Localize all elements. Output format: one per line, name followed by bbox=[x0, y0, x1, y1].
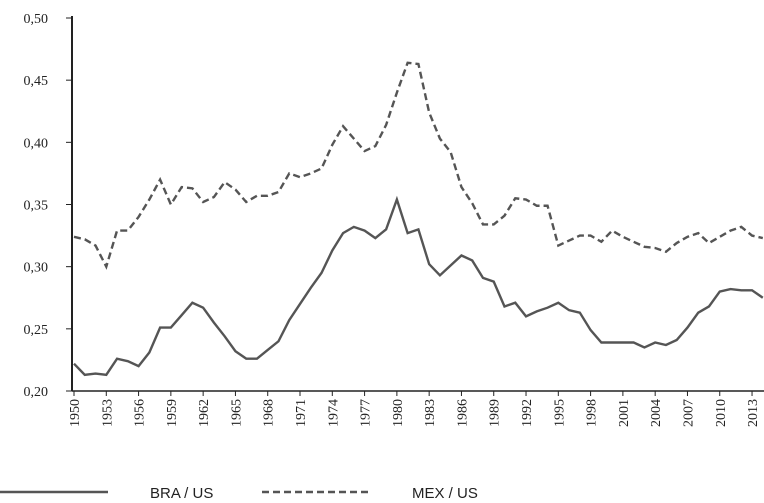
x-tick-label: 1998 bbox=[585, 399, 600, 427]
x-tick-label: 1986 bbox=[455, 399, 470, 427]
x-tick-label: 1968 bbox=[262, 399, 277, 427]
y-tick-label: 0,35 bbox=[24, 199, 49, 214]
x-tick-label: 1950 bbox=[68, 399, 83, 427]
legend-label: BRA / US bbox=[150, 485, 213, 502]
series-line bbox=[73, 195, 764, 377]
x-tick-label: 1971 bbox=[294, 399, 309, 427]
x-tick-label: 1965 bbox=[229, 399, 244, 427]
x-tick-label: 1956 bbox=[133, 399, 148, 427]
x-tick-label: 1983 bbox=[423, 399, 438, 427]
y-tick-label: 0,45 bbox=[24, 74, 49, 89]
y-tick-label: 0,40 bbox=[24, 136, 49, 151]
y-tick-label: 0,30 bbox=[24, 261, 49, 276]
x-tick-label: 1980 bbox=[391, 399, 406, 427]
x-tick-label: 2001 bbox=[617, 399, 632, 427]
x-tick-label: 1989 bbox=[488, 399, 503, 427]
x-tick-label: 2004 bbox=[649, 399, 664, 427]
x-tick-label: 1962 bbox=[197, 399, 212, 427]
x-tick-label: 2013 bbox=[746, 399, 761, 427]
x-tick-label: 2010 bbox=[714, 399, 729, 427]
x-tick-label: 1992 bbox=[520, 399, 535, 427]
x-tick-label: 1977 bbox=[359, 399, 374, 427]
y-tick-label: 0,50 bbox=[24, 12, 49, 27]
y-tick-label: 0,25 bbox=[24, 323, 49, 338]
series-line bbox=[73, 61, 764, 270]
x-tick-label: 1974 bbox=[326, 399, 341, 427]
x-tick-label: 1995 bbox=[552, 399, 567, 427]
x-tick-label: 1953 bbox=[100, 399, 115, 427]
y-tick-label: 0,20 bbox=[24, 385, 49, 400]
legend-label: MEX / US bbox=[412, 485, 478, 502]
x-tick-label: 2007 bbox=[681, 399, 696, 427]
x-tick-label: 1959 bbox=[165, 399, 180, 427]
